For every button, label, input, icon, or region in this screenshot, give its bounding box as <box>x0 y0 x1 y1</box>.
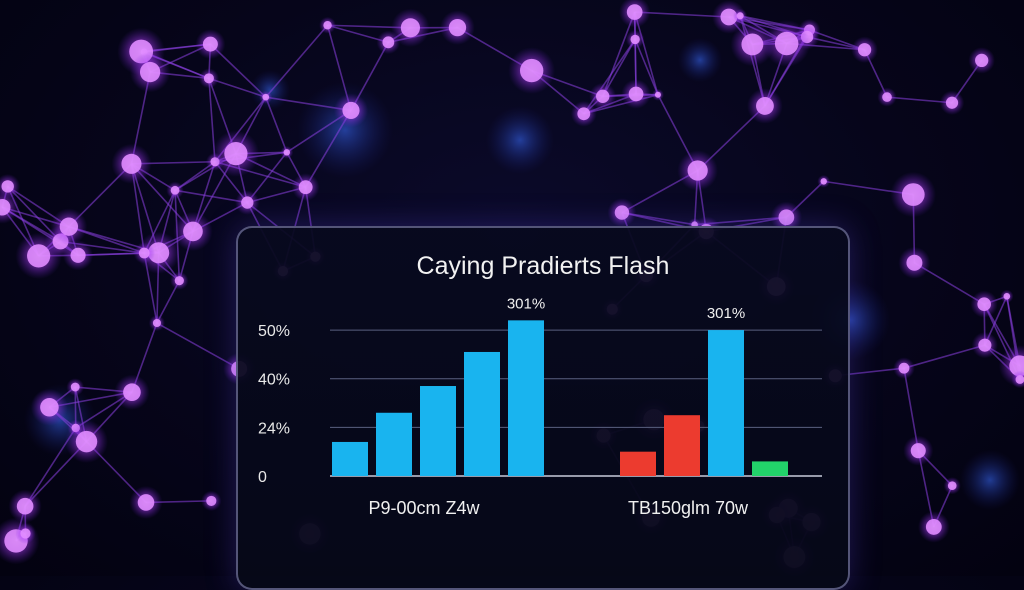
network-node <box>520 59 543 82</box>
network-node <box>741 34 763 56</box>
network-node <box>121 154 141 174</box>
network-node <box>20 528 30 538</box>
bar <box>420 386 456 476</box>
network-node <box>946 97 958 109</box>
network-node <box>299 180 313 194</box>
network-node <box>756 97 774 115</box>
network-node <box>821 178 827 184</box>
network-node <box>775 32 799 56</box>
bokeh-blob <box>960 450 1020 510</box>
network-node <box>140 62 160 82</box>
x-group-label: P9-00cm Z4w <box>368 498 480 518</box>
network-node <box>382 36 394 48</box>
network-node <box>342 102 359 119</box>
network-node <box>153 319 161 327</box>
bokeh-blob <box>486 106 554 174</box>
network-link <box>266 25 328 97</box>
y-tick-label: 50% <box>258 323 290 340</box>
network-node <box>978 339 991 352</box>
network-node <box>630 35 639 44</box>
y-tick-label: 40% <box>258 372 290 389</box>
bar <box>708 330 744 476</box>
bokeh-blob <box>678 38 722 82</box>
y-tick-label: 24% <box>258 420 290 437</box>
network-node <box>899 363 910 374</box>
network-node <box>123 383 141 401</box>
network-node <box>737 12 744 19</box>
y-tick-label: 0 <box>258 469 267 486</box>
network-node <box>204 73 214 83</box>
network-node <box>655 92 661 98</box>
network-node <box>911 443 926 458</box>
bar <box>620 452 656 476</box>
network-node <box>40 398 59 417</box>
network-node <box>171 186 180 195</box>
bar-chart: 0 24% 40% 50% 301% P9-00cm Z4w 301% TB150glm 70… <box>238 228 848 588</box>
data-label: 301% <box>507 295 545 312</box>
network-node <box>323 21 331 29</box>
network-node <box>175 276 184 285</box>
bar <box>664 415 700 476</box>
network-node <box>948 481 957 490</box>
network-node <box>779 209 795 225</box>
network-node <box>262 94 269 101</box>
network-node <box>858 43 871 56</box>
network-node <box>17 498 34 515</box>
network-node <box>1004 293 1011 300</box>
bar <box>332 442 368 476</box>
x-group-label: TB150glm 70w <box>628 498 749 518</box>
bar <box>464 352 500 476</box>
bar <box>376 413 412 476</box>
network-node <box>596 90 609 103</box>
network-node <box>203 37 218 52</box>
network-node <box>241 196 253 208</box>
network-node <box>902 183 925 206</box>
network-node <box>926 519 942 535</box>
network-node <box>401 18 420 37</box>
network-node <box>76 431 97 452</box>
bar <box>752 461 788 476</box>
bar <box>508 320 544 476</box>
network-node <box>906 255 922 271</box>
network-node <box>183 222 203 242</box>
network-node <box>138 494 155 511</box>
network-node <box>882 92 892 102</box>
network-node <box>577 107 590 120</box>
network-node <box>627 4 643 20</box>
network-node <box>206 496 216 506</box>
network-node <box>977 297 991 311</box>
network-node <box>688 160 708 180</box>
network-node <box>60 218 78 236</box>
network-node <box>975 54 988 67</box>
network-node <box>139 248 150 259</box>
network-node <box>1016 375 1024 384</box>
network-node <box>615 205 629 219</box>
data-label: 301% <box>707 305 745 322</box>
network-node <box>71 383 80 392</box>
network-node <box>284 149 290 155</box>
network-node <box>224 142 247 165</box>
network-node <box>449 19 466 36</box>
network-node <box>629 87 644 102</box>
